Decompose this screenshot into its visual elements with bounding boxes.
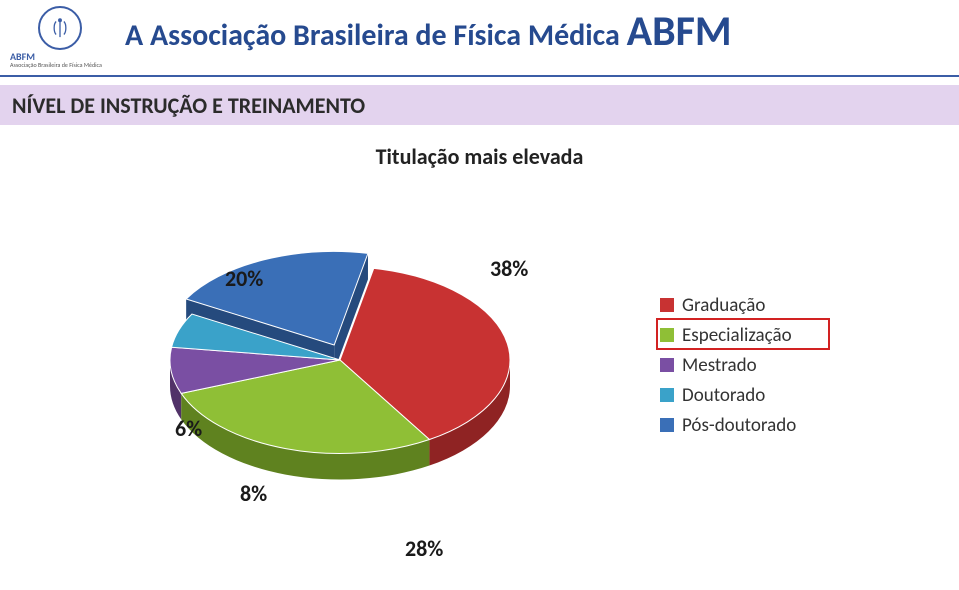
abfm-logo: ABFM Associação Brasileira de Física Méd… bbox=[10, 6, 110, 66]
legend-label-graduacao: Graduação bbox=[682, 294, 765, 317]
legend-label-mestrado: Mestrado bbox=[682, 354, 757, 377]
pct-label-graduacao: 38% bbox=[490, 255, 528, 282]
section-banner: NÍVEL DE INSTRUÇÃO E TREINAMENTO bbox=[0, 85, 959, 125]
legend: Graduação Especialização Mestrado Doutorado… bbox=[660, 290, 796, 440]
header: ABFM Associação Brasileira de Física Méd… bbox=[0, 0, 959, 77]
legend-item-especializacao: Especialização bbox=[660, 320, 796, 350]
logo-mark-icon bbox=[38, 6, 82, 50]
pct-label-especializacao: 28% bbox=[405, 535, 443, 562]
section-label: NÍVEL DE INSTRUÇÃO E TREINAMENTO bbox=[12, 92, 365, 119]
chart-area: 38% 28% 8% 6% 20% Graduação Especialização Mes… bbox=[0, 170, 959, 590]
page-title: A Associação Brasileira de Física Médica… bbox=[125, 6, 732, 57]
legend-swatch-posdoutorado bbox=[660, 418, 674, 432]
legend-item-posdoutorado: Pós-doutorado bbox=[660, 410, 796, 440]
chart-title: Titulação mais elevada bbox=[0, 143, 959, 170]
pct-label-doutorado: 6% bbox=[175, 415, 202, 442]
legend-swatch-graduacao bbox=[660, 298, 674, 312]
legend-swatch-doutorado bbox=[660, 388, 674, 402]
legend-swatch-especializacao bbox=[660, 328, 674, 342]
legend-label-especializacao: Especialização bbox=[682, 324, 792, 347]
pct-label-posdoutorado: 20% bbox=[225, 265, 263, 292]
legend-item-mestrado: Mestrado bbox=[660, 350, 796, 380]
title-main: A Associação Brasileira de Física Médica bbox=[125, 17, 627, 54]
legend-swatch-mestrado bbox=[660, 358, 674, 372]
legend-label-posdoutorado: Pós-doutorado bbox=[682, 414, 796, 437]
legend-item-doutorado: Doutorado bbox=[660, 380, 796, 410]
legend-item-graduacao: Graduação bbox=[660, 290, 796, 320]
title-abbr: ABFM bbox=[627, 6, 732, 57]
pct-label-mestrado: 8% bbox=[240, 480, 267, 507]
legend-label-doutorado: Doutorado bbox=[682, 384, 765, 407]
logo-subtitle: Associação Brasileira de Física Médica bbox=[10, 62, 110, 68]
pie-chart: 38%28%8%6%20% bbox=[120, 200, 560, 540]
